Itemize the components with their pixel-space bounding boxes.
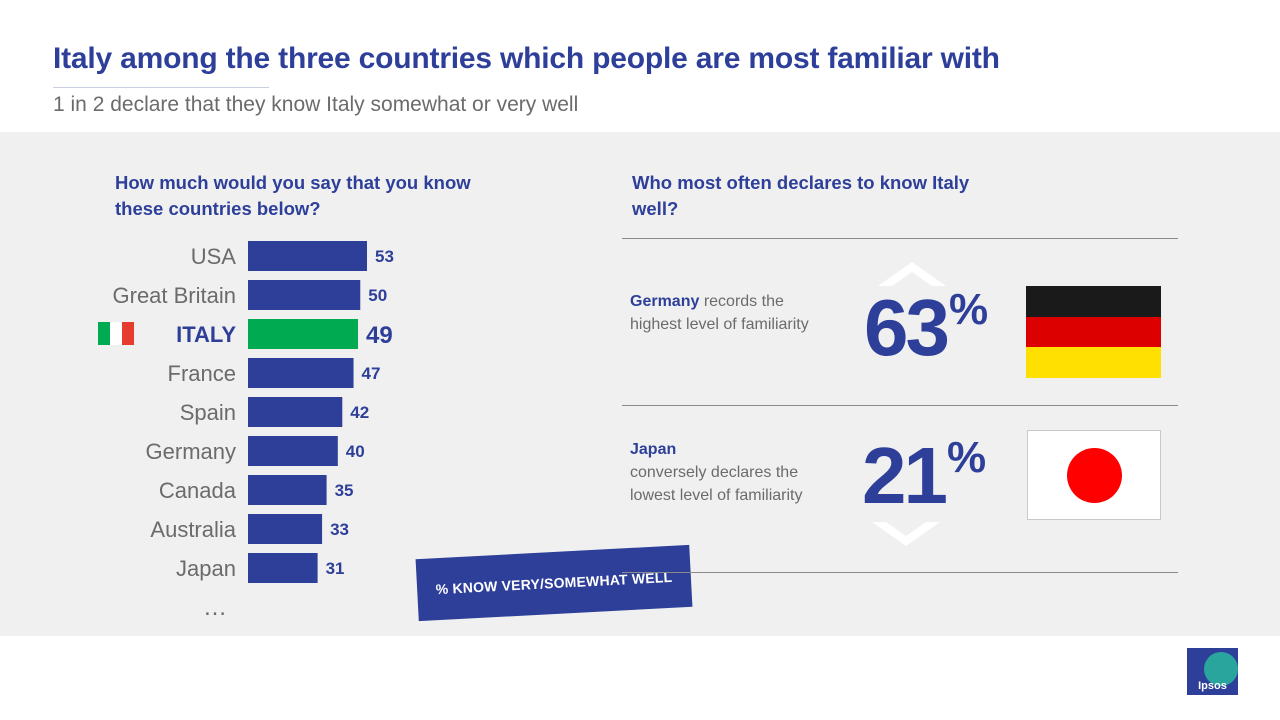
- value-label-australia: 33: [330, 520, 349, 539]
- germany-flag-icon: [1026, 286, 1161, 379]
- japan-percentage-value: 21: [862, 431, 948, 520]
- value-label-spain: 42: [350, 403, 369, 422]
- japan-label: Japan: [630, 441, 677, 458]
- italy-flag-icon: [98, 322, 134, 345]
- category-label-japan: Japan: [176, 556, 236, 581]
- category-label-germany: Germany: [146, 439, 236, 464]
- ipsos-logo: Ipsos: [1187, 648, 1238, 695]
- category-label-italy: ITALY: [176, 322, 236, 347]
- value-label-japan: 31: [326, 559, 345, 578]
- category-label-spain: Spain: [180, 400, 236, 425]
- title-underline: [53, 87, 269, 88]
- page-subtitle: 1 in 2 declare that they know Italy some…: [53, 93, 579, 116]
- measure-badge-label: % KNOW VERY/SOMEWHAT WELL: [435, 568, 673, 598]
- left-question: How much would you say that you know the…: [115, 172, 471, 219]
- value-label-france: 47: [362, 364, 381, 383]
- bar-usa: [248, 241, 367, 271]
- bar-canada: [248, 475, 327, 505]
- value-label-canada: 35: [335, 481, 354, 500]
- value-label-great-britain: 50: [368, 286, 387, 305]
- category-label-great-britain: Great Britain: [113, 283, 237, 308]
- germany-label: Germany: [630, 293, 700, 310]
- category-label-usa: USA: [191, 244, 237, 269]
- japan-percentage: 21 %: [862, 436, 986, 516]
- bar-germany: [248, 436, 338, 466]
- up-arrow-icon: [878, 262, 946, 286]
- category-label-australia: Australia: [150, 517, 236, 542]
- divider-middle: [622, 405, 1178, 406]
- down-arrow-icon: [872, 522, 940, 546]
- japan-percentage-sign: %: [946, 433, 987, 482]
- category-label-france: France: [168, 361, 236, 386]
- germany-percentage-value: 63: [864, 283, 950, 372]
- bar-australia: [248, 514, 323, 544]
- germany-text: records the highest level of familiarity: [630, 293, 809, 333]
- bar-japan: [248, 553, 318, 583]
- japan-description: Japan conversely declares the lowest leve…: [630, 438, 830, 507]
- right-question: Who most often declares to know Italy we…: [632, 172, 970, 219]
- page-title: Italy among the three countries which pe…: [53, 42, 1000, 75]
- germany-percentage: 63 %: [864, 288, 988, 368]
- value-label-usa: 53: [375, 247, 394, 266]
- more-indicator: …: [203, 594, 230, 621]
- bar-great-britain: [248, 280, 361, 310]
- bar-france: [248, 358, 354, 388]
- japan-text: conversely declares the lowest level of …: [630, 464, 803, 504]
- divider-bottom: [622, 572, 1178, 573]
- bar-spain: [248, 397, 343, 427]
- ipsos-logo-text: Ipsos: [1198, 680, 1227, 692]
- value-label-germany: 40: [346, 442, 365, 461]
- divider-top: [622, 238, 1178, 239]
- germany-description: Germany records the highest level of fam…: [630, 290, 830, 336]
- germany-percentage-sign: %: [948, 285, 989, 334]
- bar-italy: [248, 319, 359, 349]
- familiarity-bar-chart: USA 53 Great Britain 50 ITALY 49 France 47 Spain…: [113, 241, 394, 583]
- japan-flag-icon: [1027, 430, 1161, 520]
- value-label-italy: 49: [366, 322, 393, 349]
- category-label-canada: Canada: [159, 478, 237, 503]
